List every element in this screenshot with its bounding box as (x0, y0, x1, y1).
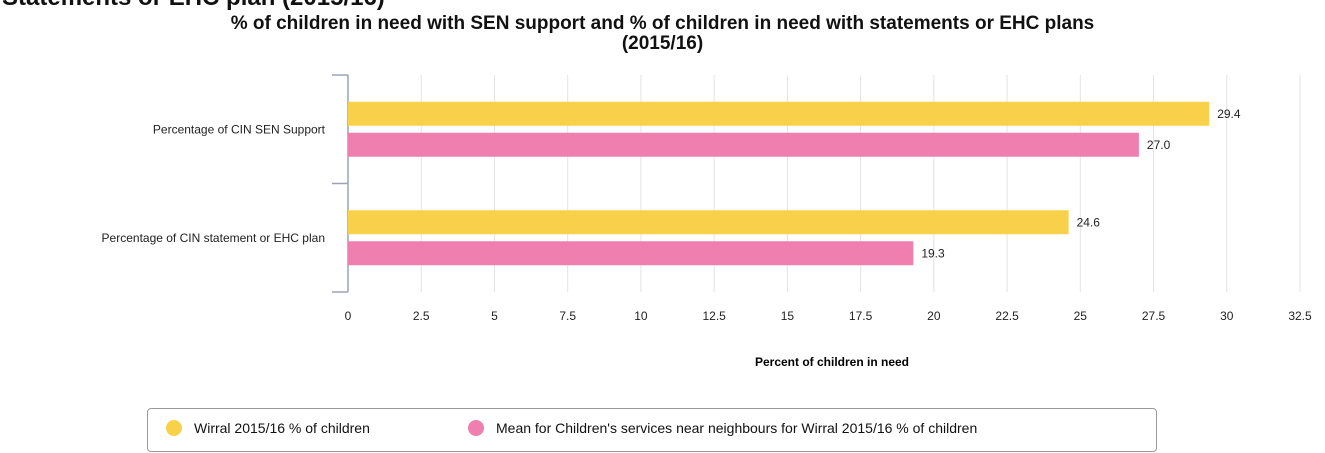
legend: Wirral 2015/16 % of children Mean for Ch… (147, 408, 1157, 452)
x-axis-label: Percent of children in need (755, 355, 909, 369)
bar-chart: 29.4 27.0 24.6 19.3 0 2.5 5 7.5 10 12.5 15 17.5 20 2… (102, 74, 1312, 369)
category-label: Percentage of CIN statement or EHC plan (102, 231, 325, 245)
x-tick-label: 10 (634, 309, 648, 323)
x-tick-labels: 0 2.5 5 7.5 10 12.5 15 17.5 20 22.5 25 27.5 30 32.5 (345, 309, 1312, 323)
chart-title-line-1: % of children in need with SEN support a… (230, 13, 1095, 34)
category-label: Percentage of CIN SEN Support (153, 122, 326, 136)
category-axis (332, 74, 349, 293)
chart-title-line-2: (2015/16) (621, 33, 704, 54)
legend-item-wirral[interactable]: Wirral 2015/16 % of children (166, 420, 370, 436)
bar-value-label: 24.6 (1077, 215, 1101, 229)
x-tick-label: 27.5 (1142, 309, 1166, 323)
legend-marker-icon (468, 420, 484, 436)
legend-marker-icon (166, 420, 182, 436)
x-tick-label: 17.5 (849, 309, 873, 323)
x-tick-label: 15 (781, 309, 795, 323)
bar-value-label: 29.4 (1217, 107, 1241, 121)
x-tick-label: 25 (1074, 309, 1088, 323)
bar (348, 132, 1139, 157)
x-tick-label: 30 (1220, 309, 1234, 323)
x-tick-label: 0 (345, 309, 352, 323)
bar-value-label: 27.0 (1147, 138, 1171, 152)
x-tick-label: 5 (491, 309, 498, 323)
x-tick-label: 22.5 (995, 309, 1019, 323)
chart-title: % of children in need with SEN support a… (0, 14, 1325, 54)
legend-label: Mean for Children's services near neighb… (496, 420, 978, 436)
bar (348, 241, 914, 266)
x-tick-label: 12.5 (702, 309, 726, 323)
bar (348, 101, 1210, 126)
category-labels: Percentage of CIN SEN Support Percentage … (102, 122, 326, 245)
legend-item-neighbours-mean[interactable]: Mean for Children's services near neighb… (468, 420, 977, 436)
page-heading: Statements or EHC plan (2015/16) (2, 0, 385, 12)
bar-value-label: 19.3 (921, 246, 945, 260)
bars: 29.4 27.0 24.6 19.3 (348, 101, 1241, 266)
x-tick-label: 2.5 (413, 309, 430, 323)
x-tick-label: 7.5 (559, 309, 576, 323)
x-tick-label: 32.5 (1288, 309, 1312, 323)
x-tick-label: 20 (927, 309, 941, 323)
legend-label: Wirral 2015/16 % of children (194, 420, 370, 436)
bar (348, 210, 1069, 235)
